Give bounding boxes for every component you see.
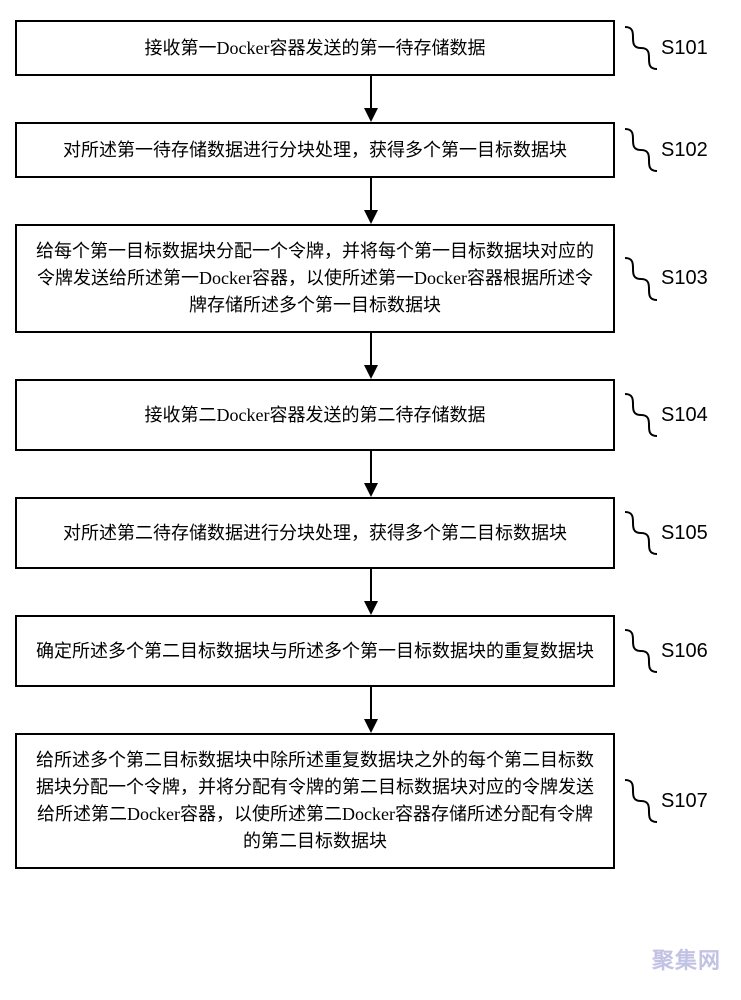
flowchart-container: 接收第一Docker容器发送的第一待存储数据 S101 对所述第一待存储数据进行分块… <box>15 20 726 869</box>
step-label-container: S107 <box>623 776 708 826</box>
step-label: S104 <box>661 404 708 427</box>
step-s107: 给所述多个第二目标数据块中除所述重复数据块之外的每个第二目标数据块分配一个令牌，… <box>15 733 726 869</box>
step-wave-connector <box>623 626 659 676</box>
step-box: 给每个第一目标数据块分配一个令牌，并将每个第一目标数据块对应的令牌发送给所述第一… <box>15 224 615 333</box>
flow-arrow <box>71 178 671 224</box>
flow-arrow <box>71 569 671 615</box>
step-label: S101 <box>661 37 708 60</box>
step-label-container: S105 <box>623 508 708 558</box>
step-wave-connector <box>623 23 659 73</box>
step-s106: 确定所述多个第二目标数据块与所述多个第一目标数据块的重复数据块 S106 <box>15 615 726 687</box>
flow-arrow <box>71 333 671 379</box>
flow-arrow <box>71 687 671 733</box>
step-wave-connector <box>623 254 659 304</box>
step-wave-connector <box>623 125 659 175</box>
step-label: S102 <box>661 139 708 162</box>
step-box: 接收第一Docker容器发送的第一待存储数据 <box>15 20 615 76</box>
step-label-container: S103 <box>623 254 708 304</box>
step-label-container: S106 <box>623 626 708 676</box>
watermark: 聚集网 <box>652 943 721 975</box>
step-box: 对所述第一待存储数据进行分块处理，获得多个第一目标数据块 <box>15 122 615 178</box>
step-wave-connector <box>623 776 659 826</box>
step-wave-connector <box>623 390 659 440</box>
step-box: 确定所述多个第二目标数据块与所述多个第一目标数据块的重复数据块 <box>15 615 615 687</box>
step-label: S107 <box>661 790 708 813</box>
step-label-container: S101 <box>623 23 708 73</box>
step-label: S105 <box>661 522 708 545</box>
step-box: 给所述多个第二目标数据块中除所述重复数据块之外的每个第二目标数据块分配一个令牌，… <box>15 733 615 869</box>
step-s102: 对所述第一待存储数据进行分块处理，获得多个第一目标数据块 S102 <box>15 122 726 178</box>
step-label-container: S104 <box>623 390 708 440</box>
step-s103: 给每个第一目标数据块分配一个令牌，并将每个第一目标数据块对应的令牌发送给所述第一… <box>15 224 726 333</box>
step-box: 对所述第二待存储数据进行分块处理，获得多个第二目标数据块 <box>15 497 615 569</box>
step-box: 接收第二Docker容器发送的第二待存储数据 <box>15 379 615 451</box>
step-s104: 接收第二Docker容器发送的第二待存储数据 S104 <box>15 379 726 451</box>
step-label: S106 <box>661 640 708 663</box>
flow-arrow <box>71 76 671 122</box>
step-label: S103 <box>661 267 708 290</box>
flow-arrow <box>71 451 671 497</box>
step-s101: 接收第一Docker容器发送的第一待存储数据 S101 <box>15 20 726 76</box>
step-wave-connector <box>623 508 659 558</box>
step-s105: 对所述第二待存储数据进行分块处理，获得多个第二目标数据块 S105 <box>15 497 726 569</box>
step-label-container: S102 <box>623 125 708 175</box>
